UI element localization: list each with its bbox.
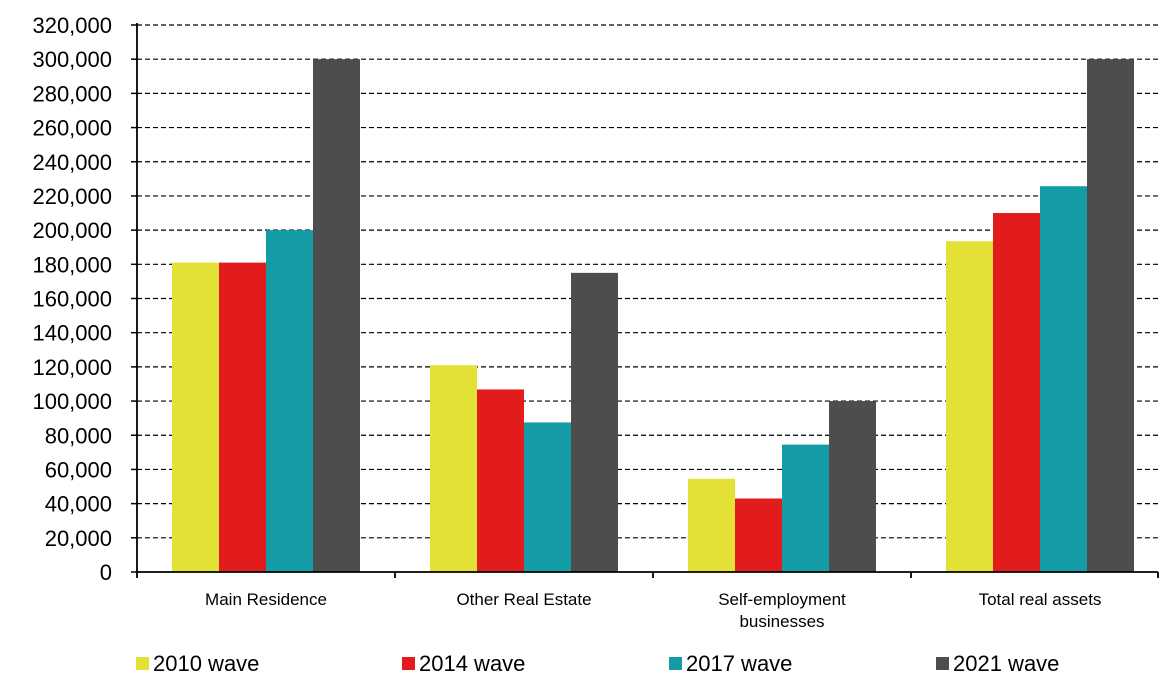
y-tick-label: 220,000 (32, 184, 112, 209)
x-axis-category-labels: Main Residence Other Real Estate Self-empl… (205, 590, 1101, 631)
y-tick-label: 100,000 (32, 389, 112, 414)
x-category-label: businesses (739, 612, 824, 631)
y-tick-label: 60,000 (45, 457, 112, 482)
y-tick-label: 140,000 (32, 321, 112, 346)
bar-2017-wave-2 (782, 444, 829, 572)
y-tick-label: 240,000 (32, 150, 112, 175)
legend-swatch (402, 657, 415, 670)
legend-item-2010-wave: 2010 wave (136, 651, 259, 675)
legend-label: 2014 wave (419, 651, 525, 675)
legend-label: 2017 wave (686, 651, 792, 675)
y-tick-label: 160,000 (32, 287, 112, 312)
axes (131, 23, 1159, 578)
legend-swatch (136, 657, 149, 670)
bar-2014-wave-0 (219, 262, 266, 572)
bar-2010-wave-2 (688, 478, 735, 572)
y-tick-label: 300,000 (32, 47, 112, 72)
legend-swatch (936, 657, 949, 670)
y-tick-label: 320,000 (32, 13, 112, 38)
legend-item-2017-wave: 2017 wave (669, 651, 792, 675)
legend-label: 2010 wave (153, 651, 259, 675)
legend-swatch (669, 657, 682, 670)
x-category-label: Main Residence (205, 590, 327, 609)
y-tick-label: 180,000 (32, 252, 112, 277)
x-category-label: Other Real Estate (456, 590, 591, 609)
legend-label: 2021 wave (953, 651, 1059, 675)
bar-2010-wave-3 (946, 241, 993, 572)
y-axis-tick-labels: 0 20,000 40,000 60,000 80,000 100,000 120,000 1… (32, 13, 112, 585)
y-tick-label: 280,000 (32, 81, 112, 106)
bar-2021-wave-3 (1087, 59, 1134, 572)
bar-2021-wave-1 (571, 272, 618, 572)
y-tick-label: 260,000 (32, 116, 112, 141)
bar-2017-wave-1 (524, 422, 571, 572)
bar-2021-wave-0 (313, 59, 360, 572)
y-tick-label: 80,000 (45, 423, 112, 448)
bar-groups (172, 59, 1134, 572)
x-category-label: Self-employment (718, 590, 846, 609)
bar-2017-wave-3 (1040, 186, 1087, 572)
y-tick-label: 20,000 (45, 526, 112, 551)
legend: 2010 wave 2014 wave 2017 wave 2021 wave (136, 651, 1059, 675)
legend-item-2014-wave: 2014 wave (402, 651, 525, 675)
bar-2017-wave-0 (266, 230, 313, 572)
bar-2010-wave-0 (172, 262, 219, 572)
y-tick-label: 0 (100, 560, 112, 585)
bar-2014-wave-2 (735, 498, 782, 572)
bar-2014-wave-1 (477, 389, 524, 572)
bar-2014-wave-3 (993, 213, 1040, 572)
x-category-label: Total real assets (979, 590, 1102, 609)
y-tick-label: 200,000 (32, 218, 112, 243)
y-tick-label: 120,000 (32, 355, 112, 380)
bar-2010-wave-1 (430, 365, 477, 572)
legend-item-2021-wave: 2021 wave (936, 651, 1059, 675)
y-tick-label: 40,000 (45, 492, 112, 517)
bar-2021-wave-2 (829, 401, 876, 572)
